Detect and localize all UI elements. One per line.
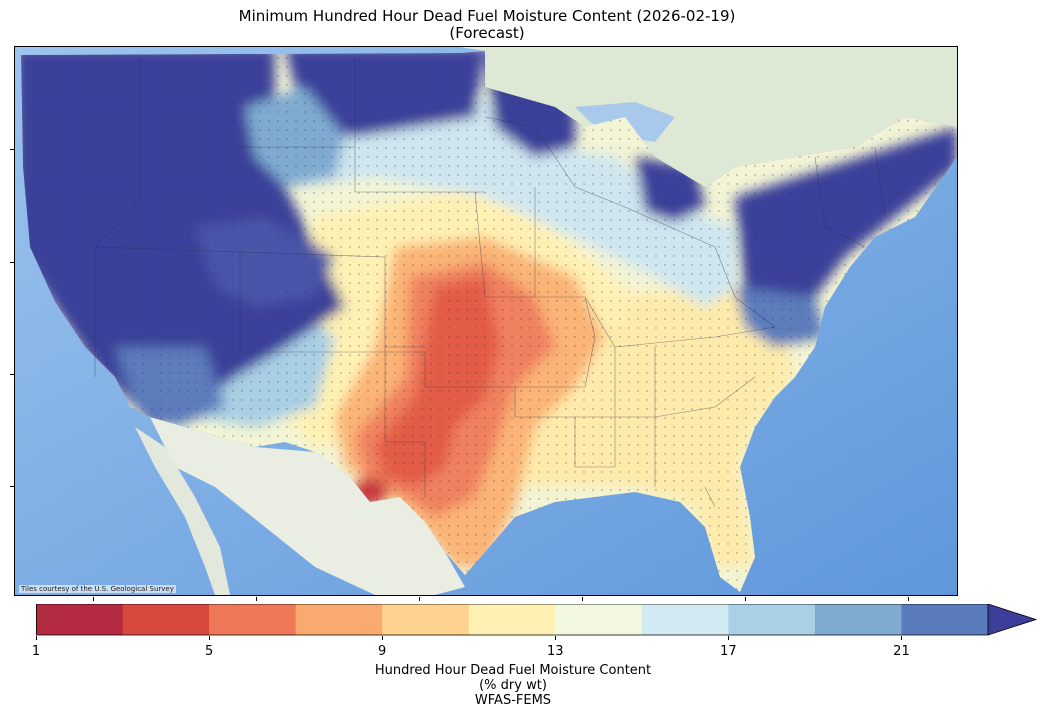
y-tick (10, 374, 14, 375)
x-tick (93, 597, 94, 601)
colorbar-label-line-2: (% dry wt) (479, 678, 547, 693)
colorbar-segment (122, 604, 210, 635)
chart-title: Minimum Hundred Hour Dead Fuel Moisture … (0, 8, 974, 42)
x-tick (582, 597, 583, 601)
colorbar-segment (728, 604, 816, 635)
colorbar-tick-label: 21 (893, 644, 910, 659)
colorbar-segment (641, 604, 729, 635)
y-tick (10, 149, 14, 150)
colorbar-label: Hundred Hour Dead Fuel Moisture Content … (0, 663, 1026, 708)
title-line-1: Minimum Hundred Hour Dead Fuel Moisture … (238, 7, 736, 25)
colorbar-tick-label: 5 (204, 644, 214, 659)
colorbar-segment (468, 604, 556, 635)
y-tick (10, 486, 14, 487)
colorbar-segment (36, 604, 124, 635)
colorbar-tick-mark (208, 636, 210, 640)
colorbar-svg (36, 603, 1038, 636)
colorbar-segment (295, 604, 383, 635)
map-attribution: Tiles courtesy of the U.S. Geological Su… (19, 585, 176, 593)
colorbar-segment (901, 604, 989, 635)
colorbar-segment (382, 604, 470, 635)
baja-california (135, 427, 230, 595)
colorbar (36, 603, 1040, 642)
state-boundaries (94, 57, 886, 508)
x-tick (745, 597, 746, 601)
colorbar-tick-mark (35, 636, 37, 640)
colorbar-segment (814, 604, 902, 635)
x-tick (908, 597, 909, 601)
colorbar-tick-label: 1 (31, 644, 41, 659)
x-tick (256, 597, 257, 601)
canada-land (460, 47, 957, 187)
colorbar-tick-label: 9 (378, 644, 387, 659)
colorbar-tick-label: 17 (720, 644, 737, 659)
data-source: WFAS-FEMS (474, 693, 552, 708)
colorbar-outline (36, 603, 988, 636)
colorbar-tick-mark (381, 636, 383, 640)
x-tick (419, 597, 420, 601)
colorbar-tick-mark (554, 636, 556, 640)
colorbar-segment (209, 604, 297, 635)
colorbar-extend-arrow (987, 603, 1038, 636)
colorbar-tick-label: 13 (546, 644, 564, 659)
colorbar-segment (555, 604, 643, 635)
colorbar-tick-mark (727, 636, 729, 640)
title-line-2: (Forecast) (449, 24, 525, 42)
y-tick (10, 262, 14, 263)
colorbar-label-line-1: Hundred Hour Dead Fuel Moisture Content (374, 663, 652, 678)
colorbar-tick-mark (900, 636, 902, 640)
mexico-land (150, 417, 465, 595)
fuel-moisture-map[interactable]: Tiles courtesy of the U.S. Geological Su… (14, 46, 958, 596)
map-canvas (15, 47, 957, 595)
